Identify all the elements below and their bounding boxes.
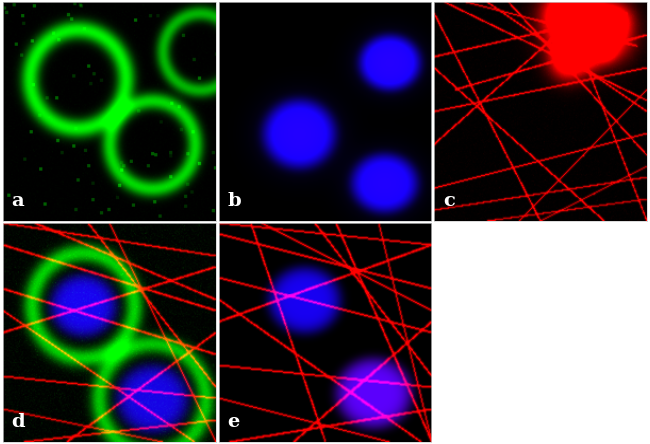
Text: a: a — [12, 192, 25, 210]
Text: b: b — [227, 192, 241, 210]
Text: e: e — [227, 413, 240, 431]
Text: c: c — [443, 192, 455, 210]
Text: d: d — [12, 413, 25, 431]
